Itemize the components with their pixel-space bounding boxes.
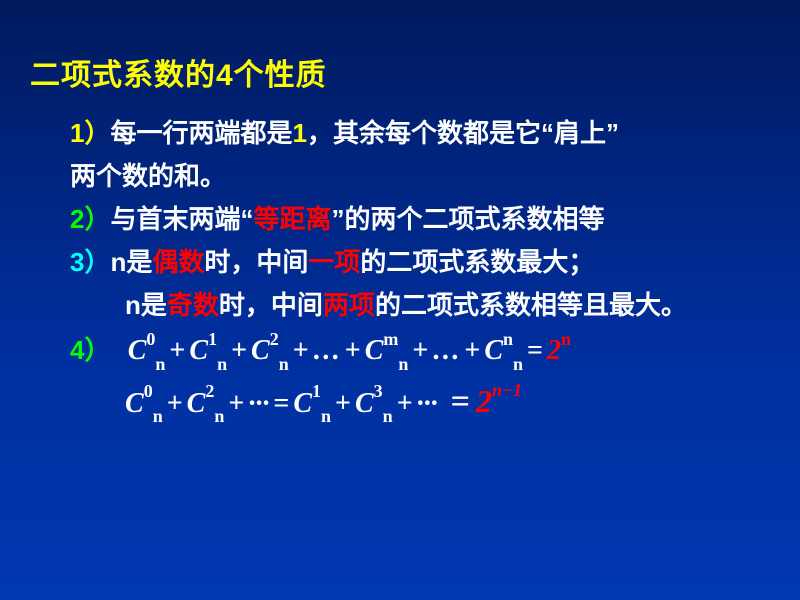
prop3-number: 3） (70, 247, 110, 277)
prop1-number: 1） (70, 118, 110, 148)
prop3-l1-c: 时，中间 (204, 247, 308, 277)
eq1-term: Cmn (365, 335, 409, 366)
eq2-dots: ··· (417, 388, 438, 419)
eq1-dots: … (432, 335, 460, 366)
equation-1: C0n+C1n+C2n+…+Cmn+…+Cnn=2n (128, 335, 571, 366)
equation-2: C0n+C2n+···=C1n+C3n+··· =2n−1 (125, 375, 770, 429)
property-3-line2: n是奇数时，中间两项的二项式系数相等且最大。 (125, 286, 770, 325)
prop3-l2-a: n是 (125, 290, 167, 320)
slide-title: 二项式系数的4个性质 (30, 50, 770, 94)
prop3-l1-e: 的二项式系数最大； (360, 247, 594, 277)
prop1-line2-text: 两个数的和。 (70, 161, 226, 191)
property-3-line1: 3）n是偶数时，中间一项的二项式系数最大； (70, 243, 770, 282)
prop2-number: 2） (70, 204, 110, 234)
property-2: 2）与首末两端“等距离”的两个二项式系数相等 (70, 200, 770, 239)
prop2-text-c: ”的两个二项式系数相等 (332, 204, 605, 234)
prop3-l1-d: 一项 (308, 247, 360, 277)
prop3-l1-b: 偶数 (152, 247, 204, 277)
prop3-l2-c: 时，中间 (219, 290, 323, 320)
slide-content: 二项式系数的4个性质 1）每一行两端都是1，其余每个数都是它“肩上” 两个数的和… (0, 0, 800, 600)
prop1-text-c: ，其余每个数都是它“肩上” (307, 118, 619, 148)
eq2-term: C3n (355, 388, 393, 419)
prop3-l2-e: 的二项式系数相等且最大。 (375, 290, 687, 320)
eq1-term: C0n (128, 335, 166, 366)
prop1-text-a: 每一行两端都是 (110, 118, 292, 148)
eq1-result: 2n (547, 335, 571, 366)
prop3-l2-b: 奇数 (167, 290, 219, 320)
eq1-dots: … (313, 335, 341, 366)
prop3-l1-a: n是 (110, 247, 152, 277)
prop2-text-a: 与首末两端“ (110, 204, 253, 234)
eq2-big-equals: = (445, 383, 476, 420)
prop3-l2-d: 两项 (323, 290, 375, 320)
prop4-number: 4） (70, 335, 110, 365)
eq2-dots: ··· (248, 388, 269, 419)
prop1-highlight: 1 (292, 118, 306, 148)
eq2-term: C1n (293, 388, 331, 419)
eq1-term: Cnn (484, 335, 523, 366)
eq2-result: 2n−1 (476, 383, 522, 419)
eq1-equals: = (523, 335, 547, 366)
property-1-line1: 1）每一行两端都是1，其余每个数都是它“肩上” (70, 114, 770, 153)
eq1-term: C1n (189, 335, 227, 366)
eq2-term: C2n (187, 388, 225, 419)
property-4-header: 4） (70, 335, 118, 365)
eq2-term: C0n (125, 388, 163, 419)
prop2-highlight: 等距离 (253, 204, 331, 234)
property-1-line2: 两个数的和。 (70, 157, 770, 196)
eq2-mid-eq: = (269, 388, 293, 419)
eq1-term: C2n (251, 335, 289, 366)
